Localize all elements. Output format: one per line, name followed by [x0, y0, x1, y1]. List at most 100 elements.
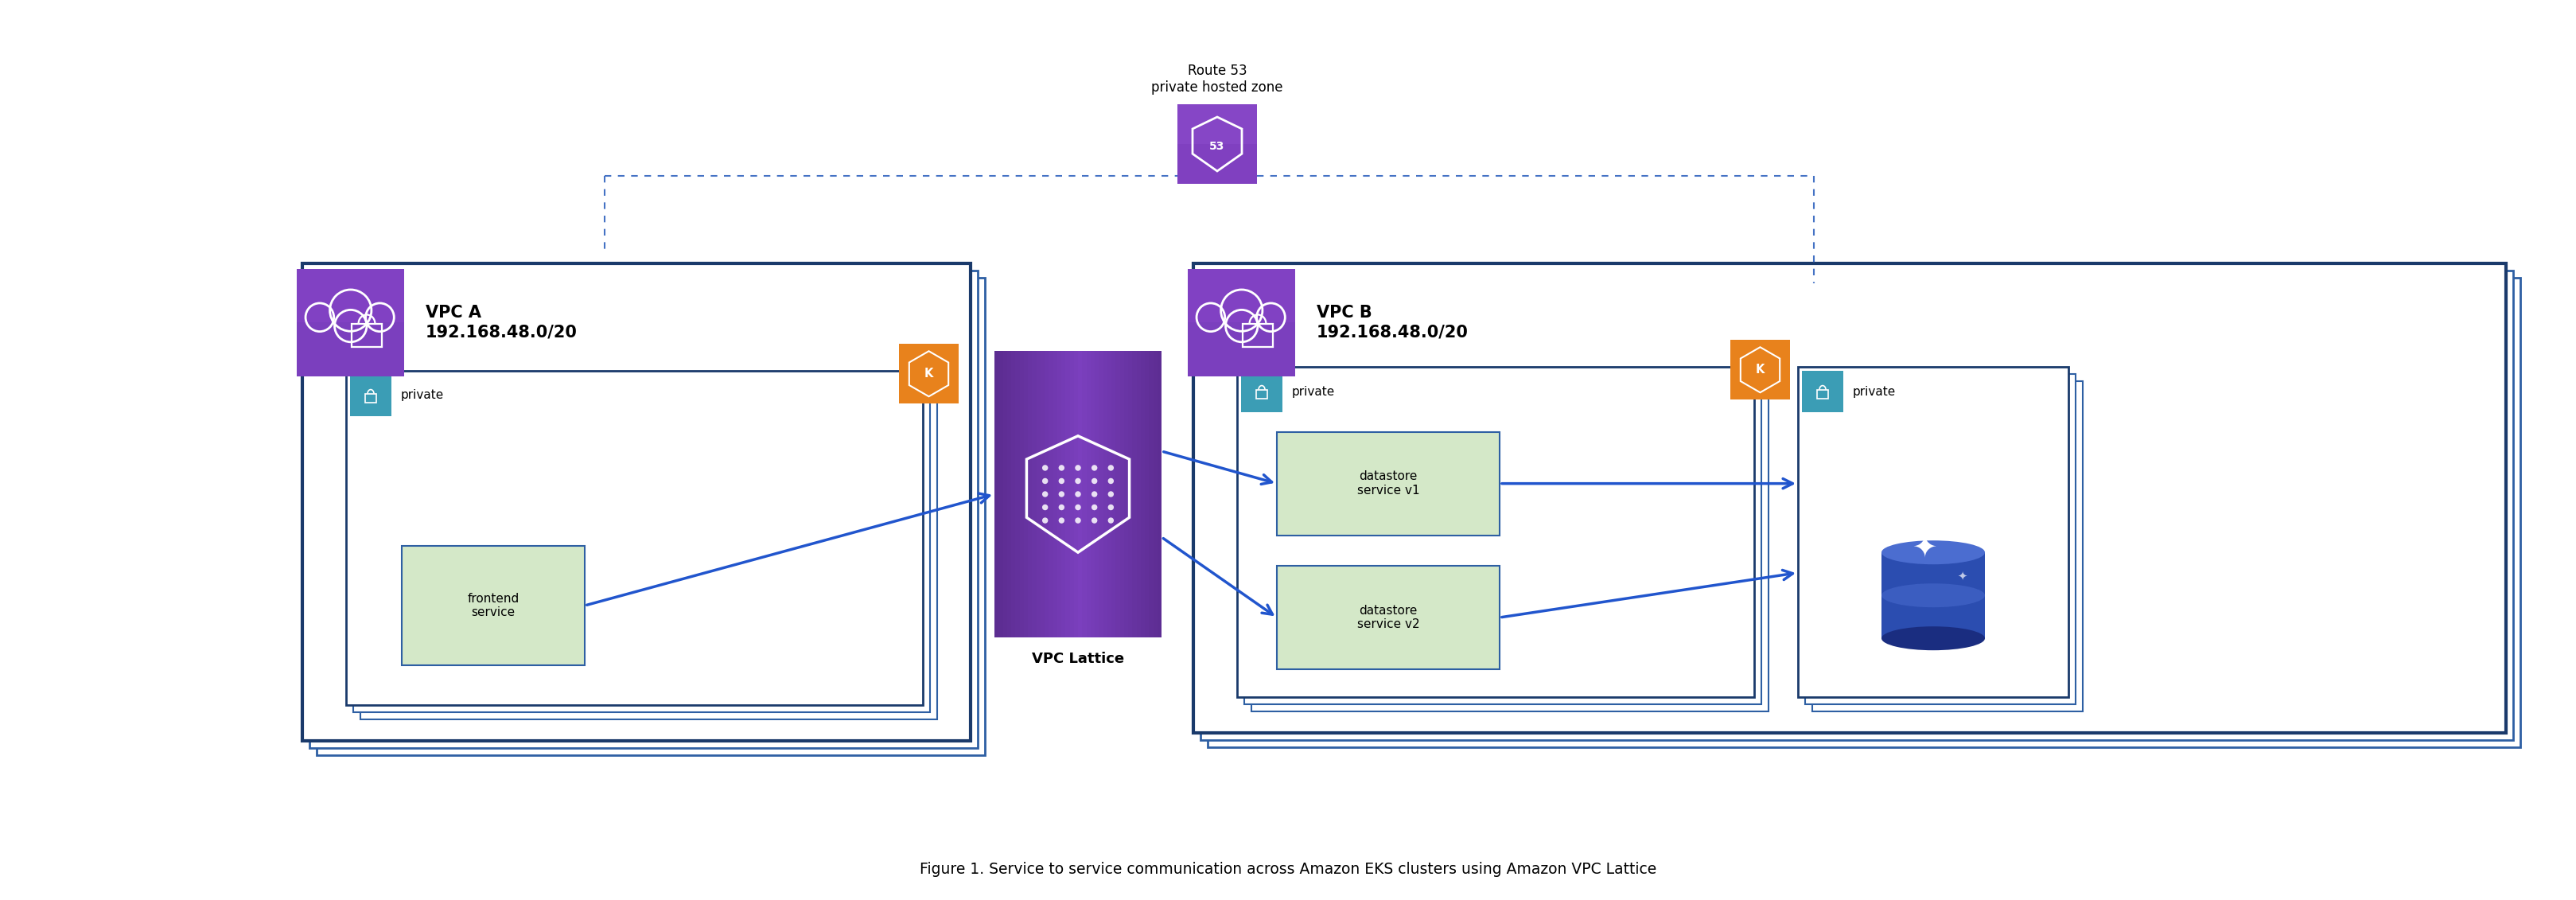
Bar — [1208, 278, 2519, 747]
Circle shape — [1092, 504, 1097, 510]
Bar — [1814, 382, 2084, 711]
Bar — [1095, 351, 1100, 637]
Text: private: private — [1293, 385, 1334, 398]
Bar — [1007, 351, 1012, 637]
Bar — [1056, 351, 1061, 637]
Bar — [1144, 351, 1149, 637]
Bar — [1880, 553, 1986, 638]
Bar — [317, 278, 984, 755]
Circle shape — [1043, 465, 1048, 471]
Text: VPC Lattice: VPC Lattice — [1033, 652, 1123, 666]
Bar — [1082, 351, 1087, 637]
Bar — [1002, 351, 1007, 637]
Bar — [1069, 351, 1074, 637]
Text: ✦: ✦ — [1958, 517, 1971, 533]
Bar — [1033, 351, 1036, 637]
Text: ✦: ✦ — [1911, 535, 1937, 563]
Bar — [1128, 351, 1133, 637]
Circle shape — [1074, 517, 1082, 524]
Bar — [1236, 367, 1754, 698]
Bar — [350, 374, 392, 416]
Bar — [345, 371, 922, 705]
Bar — [1177, 104, 1257, 144]
Bar — [1154, 351, 1157, 637]
Bar — [1157, 351, 1162, 637]
Circle shape — [1074, 491, 1082, 497]
Bar — [1798, 367, 2069, 698]
Circle shape — [1108, 491, 1113, 497]
Bar — [1020, 351, 1023, 637]
Circle shape — [1108, 465, 1113, 471]
Bar — [402, 546, 585, 665]
Bar — [1816, 390, 1829, 399]
Text: VPC A
192.168.48.0/20: VPC A 192.168.48.0/20 — [425, 305, 577, 340]
Ellipse shape — [1880, 583, 1986, 608]
Text: private: private — [1852, 385, 1896, 398]
Circle shape — [1059, 517, 1064, 524]
Bar — [1806, 374, 2076, 704]
Bar — [1054, 351, 1056, 637]
Bar — [1090, 351, 1095, 637]
Bar — [1074, 351, 1077, 637]
Bar — [1115, 351, 1121, 637]
Bar — [1077, 351, 1082, 637]
Bar — [1061, 351, 1066, 637]
Circle shape — [1043, 491, 1048, 497]
Text: Route 53
private hosted zone: Route 53 private hosted zone — [1151, 64, 1283, 94]
Circle shape — [1059, 465, 1064, 471]
Bar — [366, 393, 376, 403]
Bar — [994, 351, 999, 637]
Bar — [309, 271, 979, 748]
Bar — [1257, 390, 1267, 399]
Text: K: K — [925, 368, 933, 380]
Circle shape — [1043, 517, 1048, 524]
Text: private: private — [402, 390, 443, 401]
Circle shape — [1074, 465, 1082, 471]
Bar — [1141, 351, 1144, 637]
Text: K: K — [1757, 364, 1765, 376]
Circle shape — [1043, 478, 1048, 484]
Circle shape — [1059, 504, 1064, 510]
Bar — [296, 269, 404, 376]
Bar — [1123, 351, 1128, 637]
Text: ✦: ✦ — [1958, 571, 1968, 582]
Bar — [1731, 340, 1790, 400]
Bar — [301, 264, 971, 741]
Bar — [1133, 351, 1136, 637]
Bar — [361, 385, 938, 719]
Text: VPC B
192.168.48.0/20: VPC B 192.168.48.0/20 — [1316, 305, 1468, 340]
Bar — [1278, 566, 1499, 670]
Bar — [1252, 382, 1770, 711]
Bar — [899, 344, 958, 403]
Bar — [1100, 351, 1103, 637]
Circle shape — [1092, 478, 1097, 484]
Bar — [1121, 351, 1123, 637]
Bar — [1048, 351, 1054, 637]
Bar — [1066, 351, 1069, 637]
Circle shape — [1092, 491, 1097, 497]
Bar — [353, 378, 930, 712]
Bar — [1803, 371, 1844, 412]
Ellipse shape — [1880, 626, 1986, 651]
Bar — [1103, 351, 1108, 637]
Circle shape — [1092, 517, 1097, 524]
Bar — [1177, 104, 1257, 184]
Circle shape — [1074, 504, 1082, 510]
Bar — [1043, 351, 1048, 637]
Bar — [1242, 371, 1283, 412]
Circle shape — [1108, 504, 1113, 510]
Text: datastore
service v2: datastore service v2 — [1358, 605, 1419, 630]
Bar — [1242, 324, 1273, 347]
Bar — [1012, 351, 1015, 637]
Bar — [1108, 351, 1110, 637]
Bar — [1110, 351, 1115, 637]
Text: frontend
service: frontend service — [466, 593, 520, 618]
Circle shape — [1092, 465, 1097, 471]
Bar — [1023, 351, 1028, 637]
Circle shape — [1108, 517, 1113, 524]
Bar — [296, 269, 404, 322]
Circle shape — [1059, 478, 1064, 484]
Text: datastore
service v1: datastore service v1 — [1358, 471, 1419, 497]
Bar — [1036, 351, 1041, 637]
Bar — [1188, 269, 1296, 376]
